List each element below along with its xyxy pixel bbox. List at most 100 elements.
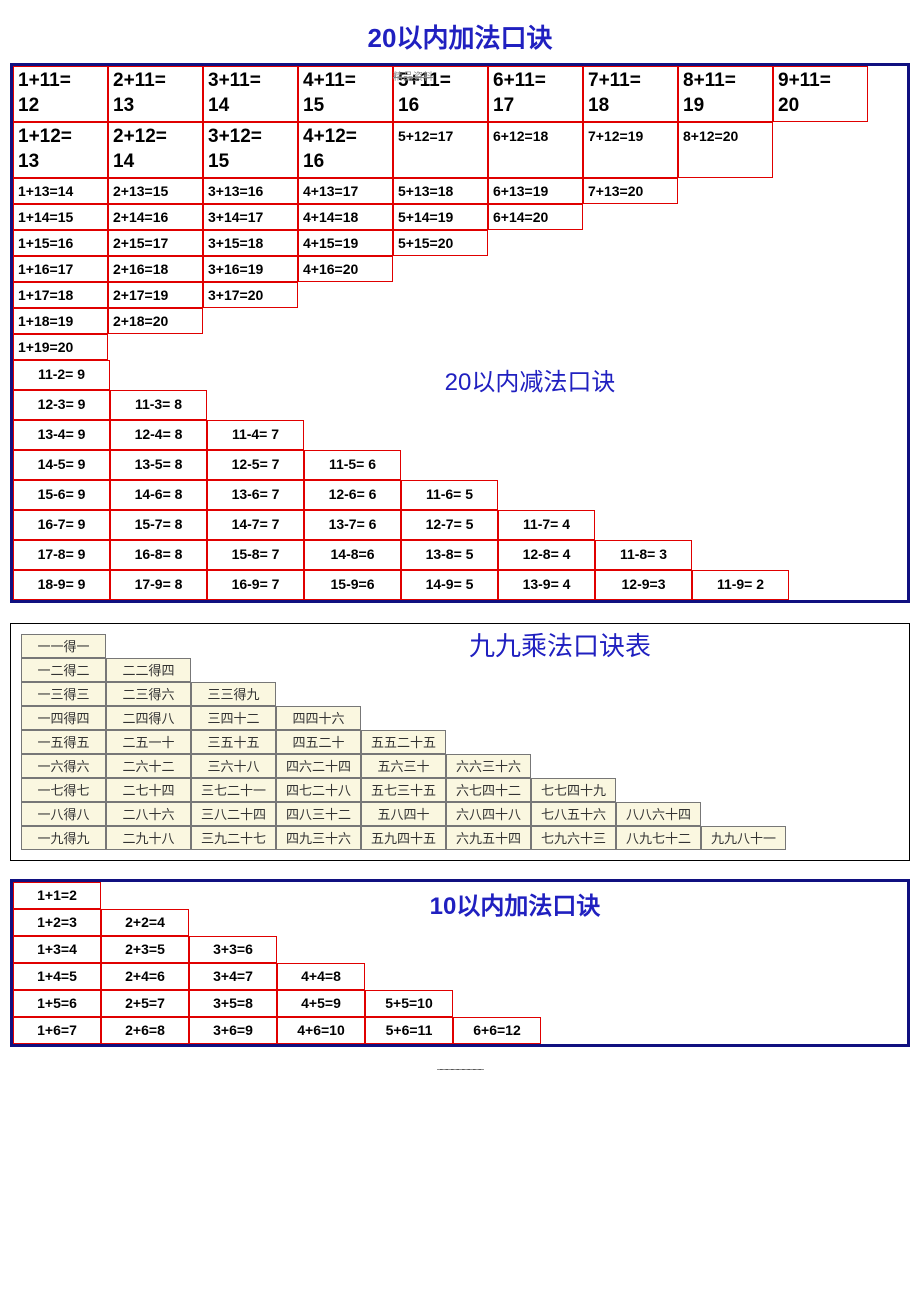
mult-cell: 五九四十五 — [361, 826, 446, 850]
add10-cell: 3+4=7 — [189, 963, 277, 990]
add20-cell: 3+17=20 — [203, 282, 298, 308]
mult-cell: 六九五十四 — [446, 826, 531, 850]
add20-cell: 6+13=19 — [488, 178, 583, 204]
mult-cell: 四五二十 — [276, 730, 361, 754]
add10-cell: 4+4=8 — [277, 963, 365, 990]
sub20-cell: 11-4= 7 — [207, 420, 304, 450]
add20-cell: 5+13=18 — [393, 178, 488, 204]
sub20-cell: 14-7= 7 — [207, 510, 304, 540]
add20-cell: 3+14=17 — [203, 204, 298, 230]
mult-cell: 八八六十四 — [616, 802, 701, 826]
title-mult: 九九乘法口诀表 — [211, 626, 909, 663]
sub20-cell: 11-6= 5 — [401, 480, 498, 510]
add20-cell: 2+17=19 — [108, 282, 203, 308]
add20-cell: 4+11=15 — [298, 66, 393, 122]
add20-cell: 6+14=20 — [488, 204, 583, 230]
sub20-cell: 11-7= 4 — [498, 510, 595, 540]
add10-cell: 3+6=9 — [189, 1017, 277, 1044]
sub20-cell: 16-9= 7 — [207, 570, 304, 600]
sub20-cell: 13-6= 7 — [207, 480, 304, 510]
mult-cell: 五五二十五 — [361, 730, 446, 754]
add20-cell: 7+12=19 — [583, 122, 678, 178]
mult-cell: 三三得九 — [191, 682, 276, 706]
sub20-cell: 12-8= 4 — [498, 540, 595, 570]
sub20-cell: 12-6= 6 — [304, 480, 401, 510]
add20-cell: 6+12=18 — [488, 122, 583, 178]
add20-cell: 1+18=19 — [13, 308, 108, 334]
add20-table: 精品资料 1+11=122+11=133+11=144+11=155+11=16… — [10, 63, 910, 603]
add10-cell: 6+6=12 — [453, 1017, 541, 1044]
sub20-cell: 11-9= 2 — [692, 570, 789, 600]
mult-cell: 四七二十八 — [276, 778, 361, 802]
mult-cell: 三四十二 — [191, 706, 276, 730]
sub20-cell: 11-2= 9 — [13, 360, 110, 390]
mult-cell: 四九三十六 — [276, 826, 361, 850]
title-add20: 20以内加法口诀 — [10, 18, 910, 55]
add20-cell: 2+18=20 — [108, 308, 203, 334]
mult-cell: 七七四十九 — [531, 778, 616, 802]
add10-cell: 2+3=5 — [101, 936, 189, 963]
sub20-cell: 18-9= 9 — [13, 570, 110, 600]
add10-cell: 2+4=6 — [101, 963, 189, 990]
mult-cell: 三八二十四 — [191, 802, 276, 826]
add10-cell: 2+5=7 — [101, 990, 189, 1017]
add20-cell: 2+15=17 — [108, 230, 203, 256]
title-sub20: 20以内减法口诀 — [153, 362, 907, 397]
add20-cell: 2+11=13 — [108, 66, 203, 122]
sub20-cell: 13-8= 5 — [401, 540, 498, 570]
mult-cell: 三六十八 — [191, 754, 276, 778]
add20-cell: 6+11=17 — [488, 66, 583, 122]
mult-cell: 一九得九 — [21, 826, 106, 850]
add10-cell: 4+6=10 — [277, 1017, 365, 1044]
sub20-cell: 12-4= 8 — [110, 420, 207, 450]
add10-cell: 5+5=10 — [365, 990, 453, 1017]
add20-cell: 1+12=13 — [13, 122, 108, 178]
mult-cell: 二五一十 — [106, 730, 191, 754]
add10-cell: 1+5=6 — [13, 990, 101, 1017]
mult-cell: 七八五十六 — [531, 802, 616, 826]
sub20-cell: 15-9=6 — [304, 570, 401, 600]
sub20-cell: 13-5= 8 — [110, 450, 207, 480]
add10-cell: 5+6=11 — [365, 1017, 453, 1044]
add10-cell: 1+6=7 — [13, 1017, 101, 1044]
mult-cell: 六六三十六 — [446, 754, 531, 778]
add10-cell: 1+2=3 — [13, 909, 101, 936]
sub20-cell: 12-7= 5 — [401, 510, 498, 540]
add20-cell: 1+15=16 — [13, 230, 108, 256]
sub20-cell: 13-9= 4 — [498, 570, 595, 600]
watermark: 精品资料 — [393, 68, 433, 83]
add20-cell: 5+12=17 — [393, 122, 488, 178]
mult-cell: 二四得八 — [106, 706, 191, 730]
add10-cell: 1+1=2 — [13, 882, 101, 909]
mult-cell: 五七三十五 — [361, 778, 446, 802]
mult-cell: 五六三十 — [361, 754, 446, 778]
sub20-cell: 12-5= 7 — [207, 450, 304, 480]
mult-cell: 七九六十三 — [531, 826, 616, 850]
add20-cell: 4+16=20 — [298, 256, 393, 282]
mult-cell: 二七十四 — [106, 778, 191, 802]
mult-cell: 一四得四 — [21, 706, 106, 730]
add20-cell: 1+16=17 — [13, 256, 108, 282]
mult-cell: 三九二十七 — [191, 826, 276, 850]
add20-cell: 3+12=15 — [203, 122, 298, 178]
add20-cell: 3+16=19 — [203, 256, 298, 282]
add20-cell: 2+14=16 — [108, 204, 203, 230]
add20-cell: 9+11=20 — [773, 66, 868, 122]
add10-cell: 3+5=8 — [189, 990, 277, 1017]
mult-cell: 二八十六 — [106, 802, 191, 826]
add20-cell: 4+14=18 — [298, 204, 393, 230]
sub20-cell: 14-9= 5 — [401, 570, 498, 600]
add20-cell: 1+13=14 — [13, 178, 108, 204]
add20-cell: 3+15=18 — [203, 230, 298, 256]
sub20-cell: 12-3= 9 — [13, 390, 110, 420]
add20-cell: 8+11=19 — [678, 66, 773, 122]
add20-cell: 2+16=18 — [108, 256, 203, 282]
add20-cell: 3+11=14 — [203, 66, 298, 122]
mult-cell: 一七得七 — [21, 778, 106, 802]
sub20-cell: 16-8= 8 — [110, 540, 207, 570]
add10-cell: 3+3=6 — [189, 936, 277, 963]
mult-cell: 六七四十二 — [446, 778, 531, 802]
sub20-cell: 11-5= 6 — [304, 450, 401, 480]
mult-cell: 二六十二 — [106, 754, 191, 778]
sub20-cell: 14-5= 9 — [13, 450, 110, 480]
